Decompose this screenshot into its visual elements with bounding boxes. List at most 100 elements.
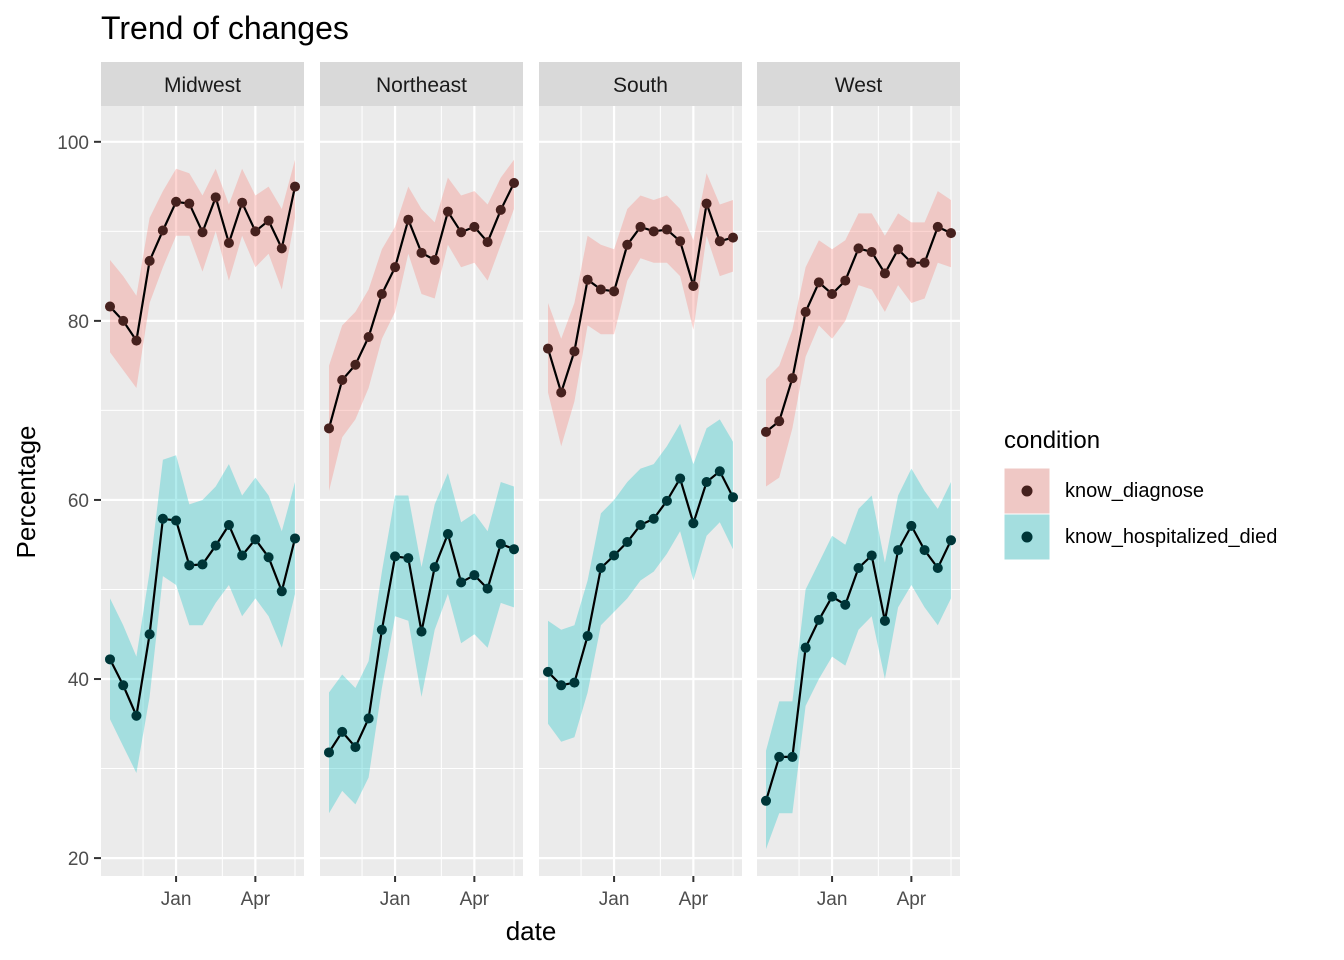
x-tick-label: Jan: [380, 889, 411, 910]
data-point-shade: [456, 227, 467, 238]
data-point-shade: [210, 540, 221, 551]
data-point-shade: [482, 583, 493, 594]
ribbon-know-diagnose: [329, 159, 514, 491]
y-tick-label: 20: [68, 849, 89, 870]
data-point-shade: [946, 535, 956, 546]
data-point-shade: [661, 224, 672, 235]
data-point-shade: [416, 247, 427, 258]
data-point-shade: [495, 538, 506, 549]
data-point-shade: [675, 473, 686, 484]
data-point-shade: [350, 359, 361, 370]
data-point-shade: [456, 577, 467, 588]
data-point-shade: [390, 551, 401, 562]
ribbon-know-hospitalized-died: [766, 468, 951, 850]
data-point-shade: [390, 262, 401, 273]
data-point-shade: [442, 528, 453, 539]
data-point-shade: [800, 306, 811, 317]
data-point-shade: [728, 492, 738, 503]
data-point-shade: [131, 335, 142, 346]
data-point-shade: [800, 642, 811, 653]
legend-title: condition: [1004, 427, 1100, 454]
data-point-shade: [827, 591, 838, 602]
data-point-shade: [728, 232, 738, 243]
data-point-shade: [276, 243, 287, 254]
legend-key-point-shade: [1021, 485, 1033, 497]
y-tick-label: 60: [68, 491, 89, 512]
data-point-shade: [350, 742, 361, 753]
ribbon-know-hospitalized-died: [110, 455, 295, 773]
strip-south: [539, 62, 742, 106]
x-tick-label: Jan: [599, 889, 630, 910]
data-point-shade: [569, 677, 580, 688]
data-point-shade: [648, 226, 659, 237]
data-point-shade: [906, 520, 917, 531]
data-point-shade: [840, 275, 851, 286]
data-point-shade: [866, 246, 877, 257]
x-tick-label: Apr: [460, 889, 490, 910]
data-point-shade: [688, 280, 699, 291]
legend-label-know-hospitalized-died: know_hospitalized_died: [1065, 526, 1277, 548]
y-axis: 20 40 60 80 100: [57, 133, 101, 870]
data-point-shade: [509, 178, 519, 188]
data-point-shade: [118, 315, 129, 326]
data-point-shade: [495, 204, 506, 215]
data-point-shade: [118, 680, 129, 691]
data-point-shade: [675, 236, 686, 247]
data-point-shade: [622, 537, 633, 548]
data-point-shade: [131, 710, 142, 721]
data-point-shade: [919, 257, 930, 268]
ribbon-know-hospitalized-died: [329, 473, 514, 814]
data-point-shade: [337, 374, 348, 385]
data-point-shade: [290, 533, 300, 544]
panel-bg-south: [539, 106, 742, 876]
data-point-shade: [932, 563, 943, 573]
data-point-shade: [223, 237, 234, 248]
y-tick-label: 80: [68, 312, 89, 333]
data-point-shade: [635, 221, 646, 232]
data-point-shade: [946, 228, 956, 239]
ribbon-know-diagnose: [766, 191, 951, 487]
data-point-shade: [144, 255, 155, 266]
data-point-shade: [171, 515, 182, 526]
data-point-shade: [376, 624, 387, 635]
data-point-shade: [919, 545, 930, 556]
data-point-shade: [263, 552, 274, 563]
x-axis-title: date: [506, 916, 557, 946]
data-point-shade: [609, 286, 620, 297]
data-point-shade: [701, 477, 712, 488]
data-point-shade: [324, 423, 334, 434]
x-tick-label: Apr: [897, 889, 927, 910]
data-point-shade: [648, 513, 659, 524]
data-point-shade: [482, 237, 493, 248]
data-point-shade: [442, 206, 453, 217]
data-point-shade: [157, 225, 168, 236]
y-tick-label: 40: [68, 670, 89, 691]
data-point-shade: [171, 196, 182, 207]
data-point-shade: [827, 289, 838, 300]
data-point-shade: [569, 346, 580, 357]
data-point-shade: [210, 192, 221, 203]
data-point-shade: [290, 181, 300, 192]
data-point-shade: [429, 562, 440, 573]
data-point-shade: [595, 284, 606, 295]
data-point-shade: [197, 227, 208, 238]
data-point-shade: [906, 257, 917, 268]
data-point-shade: [223, 520, 234, 531]
data-point-shade: [609, 550, 620, 561]
data-point-shade: [157, 513, 168, 524]
data-point-shade: [556, 680, 567, 691]
panel-west: West Jan Apr: [757, 62, 960, 910]
legend-label-know-diagnose: know_diagnose: [1065, 480, 1204, 502]
data-point-shade: [263, 215, 274, 226]
strip-label-northeast: Northeast: [376, 74, 467, 97]
data-point-shade: [840, 599, 851, 610]
data-point-shade: [403, 214, 414, 225]
data-point-shade: [556, 387, 567, 398]
data-point-shade: [853, 563, 864, 573]
legend-key-point-shade: [1021, 531, 1033, 543]
data-point-shade: [469, 221, 480, 232]
data-point-shade: [403, 553, 414, 564]
chart-title: Trend of changes: [101, 10, 349, 46]
data-point-shade: [105, 654, 115, 665]
x-tick-label: Apr: [241, 889, 271, 910]
